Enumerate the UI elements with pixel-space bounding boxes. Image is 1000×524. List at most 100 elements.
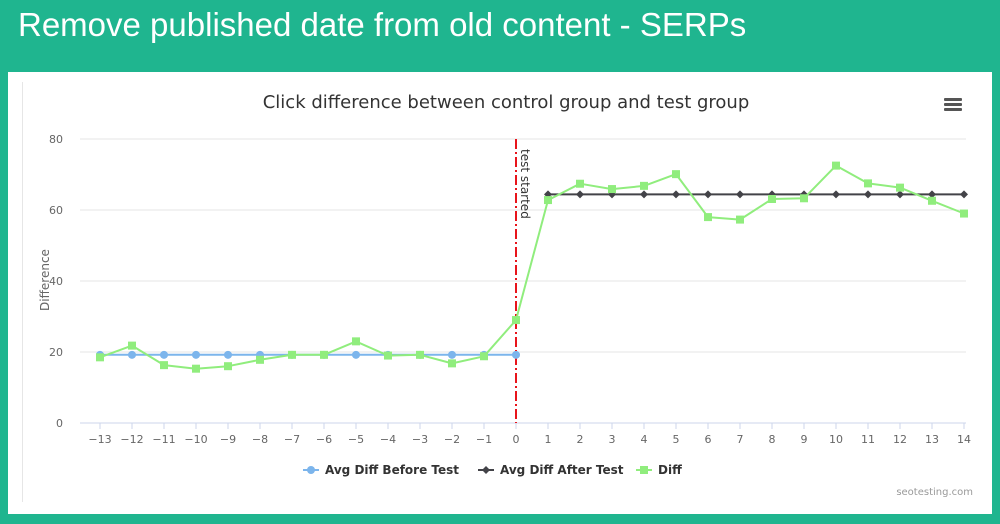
chart-container: Click difference between control group a… — [22, 82, 983, 502]
x-tick-label: 3 — [609, 433, 616, 446]
grid-lines — [80, 138, 966, 424]
data-point[interactable] — [224, 350, 232, 359]
data-point[interactable] — [352, 337, 360, 346]
x-tick-label: −4 — [380, 433, 396, 446]
data-point[interactable] — [608, 185, 616, 194]
data-point[interactable] — [160, 361, 168, 370]
series-diff — [96, 161, 968, 373]
data-point[interactable] — [307, 466, 315, 474]
x-tick-label: −11 — [152, 433, 175, 446]
data-point[interactable] — [480, 352, 488, 361]
x-tick-label: −5 — [348, 433, 364, 446]
data-point[interactable] — [640, 190, 648, 199]
data-point[interactable] — [768, 194, 776, 203]
data-point[interactable] — [128, 350, 136, 359]
data-point[interactable] — [128, 341, 136, 350]
data-point[interactable] — [224, 362, 232, 371]
data-point[interactable] — [320, 350, 328, 359]
x-tick-label: 10 — [829, 433, 843, 446]
x-tick-label: −3 — [412, 433, 428, 446]
x-tick-label: 0 — [513, 433, 520, 446]
data-point[interactable] — [640, 466, 648, 474]
data-point[interactable] — [928, 190, 936, 199]
legend-item[interactable]: Diff — [636, 463, 682, 477]
data-point[interactable] — [736, 190, 744, 199]
menu-bar — [944, 108, 962, 111]
legend-item[interactable]: Avg Diff After Test — [478, 463, 624, 477]
data-point[interactable] — [576, 190, 584, 199]
menu-bar — [944, 98, 962, 101]
data-point[interactable] — [384, 351, 392, 360]
data-point[interactable] — [704, 190, 712, 199]
data-point[interactable] — [448, 359, 456, 368]
x-tick-label: 2 — [577, 433, 584, 446]
y-axis-label: Difference — [38, 249, 52, 311]
data-point[interactable] — [512, 350, 520, 359]
series-group — [96, 161, 968, 373]
data-point[interactable] — [416, 350, 424, 359]
legend-label: Diff — [658, 463, 682, 477]
data-point[interactable] — [896, 190, 904, 199]
x-tick-label: 13 — [925, 433, 939, 446]
x-tick-label: −9 — [220, 433, 236, 446]
chart-credit[interactable]: seotesting.com — [896, 487, 973, 498]
y-axis-ticks: 0 20 40 60 80 — [49, 133, 63, 430]
y-tick-label: 60 — [49, 204, 63, 217]
legend: Avg Diff Before Test Avg Diff After Test D… — [303, 463, 682, 477]
x-tick-label: −12 — [120, 433, 143, 446]
data-point[interactable] — [640, 181, 648, 190]
test-started-label: test started — [518, 149, 532, 219]
series-avg-diff-after-test — [544, 190, 968, 199]
x-tick-label: 9 — [801, 433, 808, 446]
data-point[interactable] — [864, 190, 872, 199]
data-point[interactable] — [672, 170, 680, 179]
data-point[interactable] — [352, 350, 360, 359]
data-point[interactable] — [512, 316, 520, 325]
data-point[interactable] — [832, 190, 840, 199]
x-tick-label: 11 — [861, 433, 875, 446]
series-line[interactable] — [99, 164, 965, 370]
legend-label: Avg Diff Before Test — [325, 463, 459, 477]
data-point[interactable] — [704, 213, 712, 222]
x-tick-label: 5 — [673, 433, 680, 446]
x-tick-label: 6 — [705, 433, 712, 446]
x-tick-label: −6 — [316, 433, 332, 446]
chart-menu-button[interactable] — [940, 94, 966, 116]
x-tick-label: 14 — [957, 433, 971, 446]
menu-bar — [944, 103, 962, 106]
data-point[interactable] — [482, 466, 490, 474]
data-point[interactable] — [192, 350, 200, 359]
data-point[interactable] — [256, 355, 264, 364]
data-point[interactable] — [160, 350, 168, 359]
data-point[interactable] — [960, 209, 968, 218]
data-point[interactable] — [864, 179, 872, 188]
data-point[interactable] — [960, 190, 968, 199]
data-point[interactable] — [928, 196, 936, 205]
x-tick-label: −13 — [88, 433, 111, 446]
data-point[interactable] — [832, 161, 840, 170]
x-tick-label: 1 — [545, 433, 552, 446]
y-tick-label: 20 — [49, 346, 63, 359]
chart-card: Click difference between control group a… — [8, 72, 992, 514]
x-tick-label: −10 — [184, 433, 207, 446]
data-point[interactable] — [448, 350, 456, 359]
x-tick-label: 12 — [893, 433, 907, 446]
x-tick-label: 8 — [769, 433, 776, 446]
x-axis: −13 −12 −11 −10 −9 −8 −7 −6 −5 −4 −3 −2 −1 0 1 2 3 4 5 6 7 8 9… — [88, 423, 971, 446]
data-point[interactable] — [768, 190, 776, 199]
data-point[interactable] — [288, 350, 296, 359]
data-point[interactable] — [576, 179, 584, 188]
data-point[interactable] — [192, 364, 200, 373]
data-point[interactable] — [96, 353, 104, 362]
data-point[interactable] — [896, 183, 904, 192]
data-point[interactable] — [672, 190, 680, 199]
data-point[interactable] — [544, 196, 552, 205]
data-point[interactable] — [800, 194, 808, 203]
y-tick-label: 40 — [49, 275, 63, 288]
y-tick-label: 80 — [49, 133, 63, 146]
data-point[interactable] — [736, 215, 744, 224]
legend-label: Avg Diff After Test — [500, 463, 624, 477]
data-point[interactable] — [544, 190, 552, 199]
line-chart: Click difference between control group a… — [38, 92, 973, 498]
legend-item[interactable]: Avg Diff Before Test — [303, 463, 459, 477]
